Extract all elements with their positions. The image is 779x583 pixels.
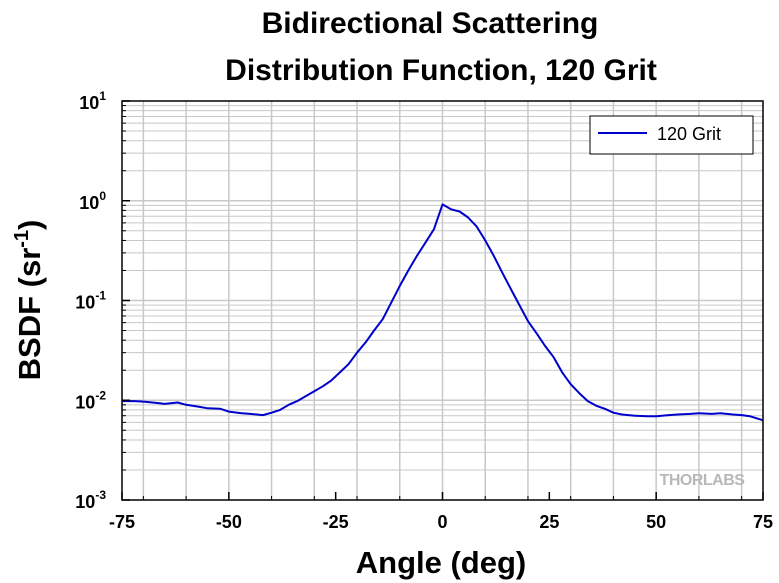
x-tick-label: 0 bbox=[437, 512, 447, 532]
x-tick-label: -25 bbox=[323, 512, 349, 532]
y-tick-label: 100 bbox=[79, 189, 106, 213]
ticks: -75 -50 -25 0 25 50 75 10-3 10-2 10-1 100 101 bbox=[75, 89, 773, 532]
y-axis-label-sup: -1 bbox=[11, 230, 33, 248]
series-layer bbox=[122, 203, 764, 422]
x-tick-label: 25 bbox=[539, 512, 559, 532]
legend-box bbox=[589, 115, 754, 155]
y-axis-label-close: ) bbox=[12, 220, 47, 230]
y-tick-label: 10-2 bbox=[75, 388, 106, 412]
x-axis-label: Angle (deg) bbox=[356, 545, 527, 580]
legend-label-120-grit: 120 Grit bbox=[657, 124, 721, 144]
chart-title-line-1: Bidirectional Scattering bbox=[262, 7, 599, 40]
y-axis-label-base: BSDF (sr bbox=[12, 248, 47, 381]
x-tick-label: -75 bbox=[109, 512, 135, 532]
thorlabs-watermark: THORLABS bbox=[660, 472, 746, 489]
y-tick-label: 10-3 bbox=[75, 488, 106, 512]
x-tick-label: -50 bbox=[216, 512, 242, 532]
x-tick-label: 75 bbox=[753, 512, 773, 532]
legend: 120 Grit bbox=[589, 115, 754, 155]
y-tick-label: 10-1 bbox=[75, 289, 106, 313]
series-line-120-grit bbox=[122, 203, 764, 422]
y-axis-label: BSDF (sr-1) bbox=[11, 220, 47, 381]
chart-title-line-2: Distribution Function, 120 Grit bbox=[225, 54, 657, 87]
y-tick-label: 101 bbox=[79, 89, 106, 113]
x-tick-label: 50 bbox=[646, 512, 666, 532]
